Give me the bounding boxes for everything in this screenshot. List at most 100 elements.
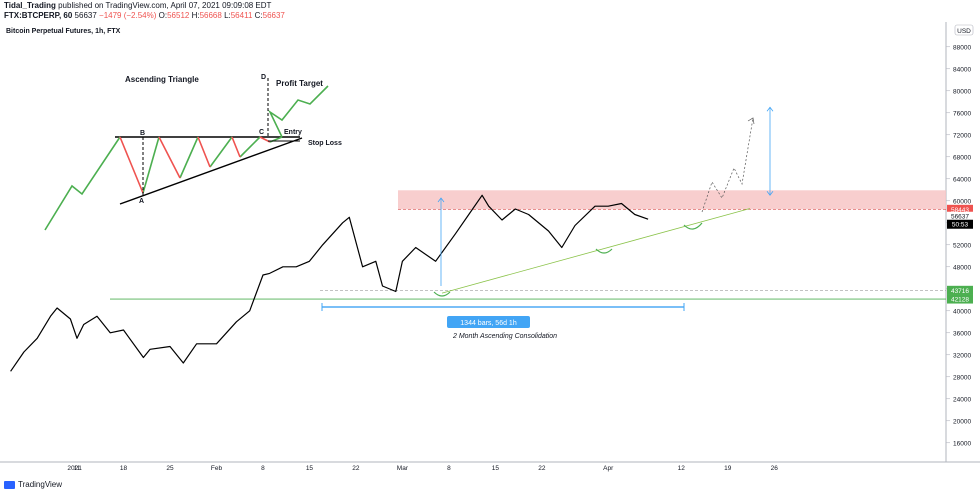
chart-drawings: 1344 bars, 56d 1h 2 Month Ascending Conso… [321, 106, 774, 340]
inset-leg-green [239, 136, 261, 158]
tradingview-logo-icon [4, 480, 15, 489]
x-tick-label: Apr [603, 465, 614, 472]
price-axis-badge [947, 294, 973, 304]
y-tick-label: 40000 [953, 308, 971, 315]
ascending-trendline [441, 208, 751, 294]
inset-leg-green [179, 136, 199, 179]
triangle-bottom-line [119, 137, 303, 205]
inset-leg-green [44, 136, 121, 231]
x-tick-label: 15 [306, 465, 314, 472]
low-value: 56411 [230, 11, 253, 20]
bounce-arc [433, 291, 451, 297]
y-tick-label: 84000 [953, 66, 971, 73]
measure-arrow-head [437, 197, 445, 203]
target-arrow-head-up [766, 106, 774, 112]
price-chart[interactable]: Bitcoin Perpetual Futures, 1h, FTX USD 1… [0, 0, 980, 478]
x-tick-label: 2021 [67, 465, 82, 472]
inset-leg-red [158, 136, 181, 179]
symbol-label[interactable]: FTX:BTCPERP, 60 [4, 11, 73, 20]
inset-leg-red [119, 136, 144, 194]
last-price: 56637 [74, 11, 97, 20]
horizontal-levels [110, 190, 946, 300]
price-axis-badge [947, 285, 973, 295]
inset-leg-green [209, 136, 233, 168]
y-tick-label: 32000 [953, 352, 971, 359]
profit-target-label: Profit Target [276, 79, 323, 88]
y-tick-label: 72000 [953, 132, 971, 139]
plot-area [0, 22, 946, 462]
y-tick-label: 76000 [953, 110, 971, 117]
x-tick-label: 15 [492, 465, 500, 472]
inset-point-c: C [259, 129, 264, 136]
date-range-text: 1344 bars, 56d 1h [460, 320, 517, 327]
price-axis-badge [947, 211, 973, 221]
inset-leg-red [197, 136, 211, 168]
tradingview-logo[interactable]: TradingView [4, 480, 62, 489]
y-tick-label: 88000 [953, 44, 971, 51]
x-tick-label: Feb [211, 465, 223, 472]
y-tick-label: 48000 [953, 264, 971, 271]
x-tick-label: 8 [447, 465, 451, 472]
inset-point-b: B [140, 130, 145, 137]
chart-footer: TradingView [0, 478, 980, 492]
x-tick-label: 18 [120, 465, 128, 472]
inset-point-d: D [261, 74, 266, 81]
price-axis-badge-text: 42128 [951, 297, 969, 304]
currency-label: USD [957, 28, 971, 35]
entry-label: Entry [284, 129, 302, 136]
stop-loss-label: Stop Loss [308, 140, 342, 147]
price-change: −1479 (−2.54%) [99, 11, 157, 20]
close-label: C: [254, 11, 263, 20]
inset-title: Ascending Triangle [125, 75, 199, 84]
price-axis-badge [947, 204, 973, 214]
low-label: L: [224, 11, 231, 20]
inset-breakout-green [268, 85, 329, 138]
y-tick-label: 68000 [953, 154, 971, 161]
bounce-arc [683, 222, 703, 230]
inset-point-a: A [139, 198, 144, 205]
x-tick-label: Mar [397, 465, 409, 472]
chart-header: Tidal_Trading published on TradingView.c… [0, 0, 980, 22]
chart-title: Bitcoin Perpetual Futures, 1h, FTX [6, 28, 121, 35]
x-tick-label: 19 [724, 465, 732, 472]
open-label: O: [158, 11, 168, 20]
x-tick-label: 22 [538, 465, 546, 472]
y-tick-label: 80000 [953, 88, 971, 95]
consolidation-caption: 2 Month Ascending Consolidation [452, 333, 557, 340]
x-tick-label: 11 [74, 465, 81, 472]
y-tick-label: 16000 [953, 440, 971, 447]
btc-price-line [10, 194, 649, 372]
high-label: H: [191, 11, 200, 20]
y-tick-label: 24000 [953, 396, 971, 403]
open-value: 56512 [167, 11, 190, 20]
y-axis: 1600020000240002800032000360004000044000… [946, 44, 971, 447]
inset-leg-red [231, 136, 241, 158]
high-value: 56668 [199, 11, 222, 20]
y-tick-label: 52000 [953, 242, 971, 249]
price-axis-badge [947, 219, 973, 229]
date-range-box [447, 316, 530, 328]
resistance-zone [398, 190, 946, 210]
price-axis-badge-text: 56637 [951, 214, 969, 221]
close-value: 56637 [262, 11, 285, 20]
y-tick-label: 20000 [953, 418, 971, 425]
projection-arrow-head [747, 117, 755, 125]
author-name[interactable]: Tidal_Trading [4, 1, 56, 10]
inset-leg-green [142, 136, 160, 194]
x-tick-label: 22 [352, 465, 360, 472]
y-tick-label: 28000 [953, 374, 971, 381]
publish-line: Tidal_Trading published on TradingView.c… [4, 1, 271, 10]
price-axis-badge-text: 58443 [951, 207, 969, 214]
price-series [10, 194, 649, 372]
y-tick-label: 36000 [953, 330, 971, 337]
target-arrow-head-down [766, 191, 774, 196]
price-axis-badge-text: 50:53 [952, 222, 969, 229]
x-tick-label: 12 [678, 465, 686, 472]
x-tick-label: 25 [166, 465, 174, 472]
currency-box[interactable] [954, 24, 974, 36]
x-tick-label: 26 [771, 465, 779, 472]
bounce-arc [595, 248, 613, 254]
symbol-line: FTX:BTCPERP, 60 56637 −1479 (−2.54%) O:5… [4, 11, 285, 20]
